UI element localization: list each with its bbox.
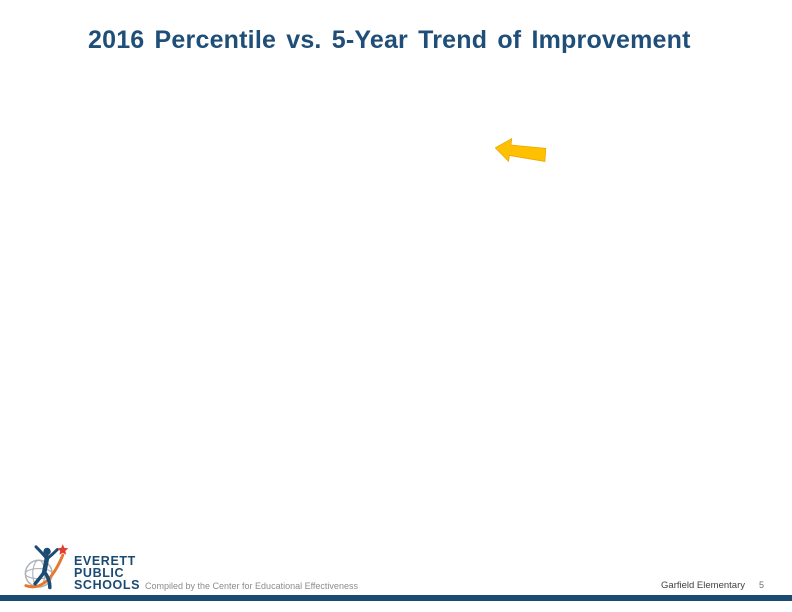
logo-word-public: PUBLIC [74,566,125,580]
footer-right-group: Garfield Elementary 5 [661,580,764,591]
school-name: Garfield Elementary [661,580,745,591]
footer-credit-text: Compiled by the Center for Educational E… [145,581,358,591]
everett-public-schools-logo: EVERETT PUBLIC SCHOOLS [24,542,140,596]
logo-word-everett: EVERETT [74,554,136,568]
bottom-divider-bar [0,595,792,601]
logo-word-schools: SCHOOLS [74,578,141,592]
slide-title: 2016 Percentile vs. 5-Year Trend of Impr… [88,26,691,54]
page-number: 5 [758,580,764,590]
star-icon [57,544,69,555]
logo-wordmark: EVERETT PUBLIC SCHOOLS [74,554,141,592]
left-arrow-icon [492,134,549,169]
logo-figure-icon [24,544,69,590]
